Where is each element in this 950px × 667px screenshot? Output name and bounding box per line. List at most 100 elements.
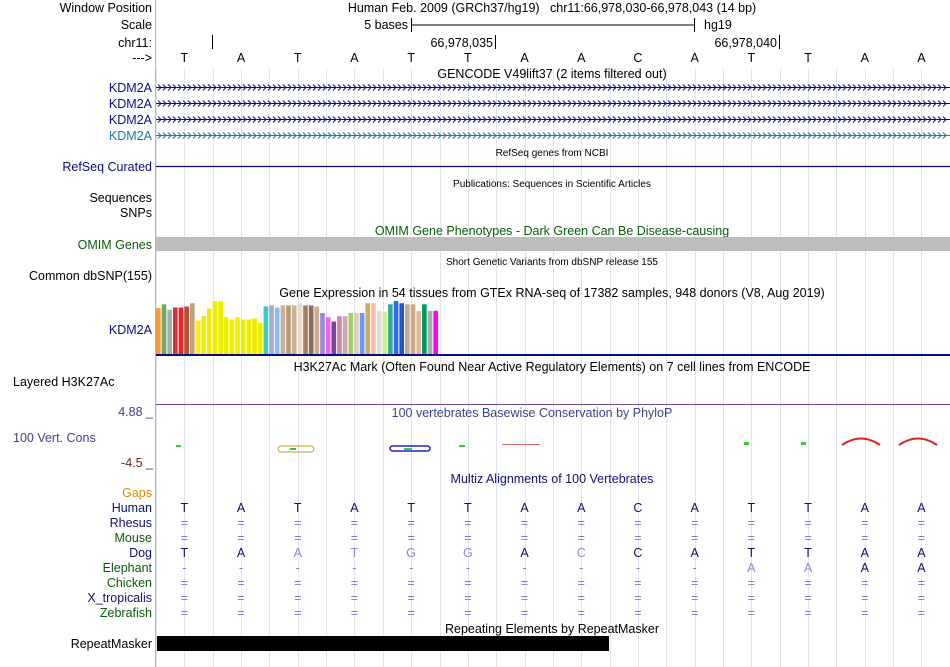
base-letter: T — [294, 51, 302, 65]
gtex-tissue-bar[interactable] — [325, 317, 331, 354]
gtex-tissue-bar[interactable] — [178, 307, 184, 354]
snps-label[interactable]: SNPs — [120, 206, 152, 220]
gencode-transcript-label[interactable]: KDM2A — [109, 97, 153, 111]
alignment-base: = — [294, 576, 301, 590]
species-label[interactable]: Zebrafish — [100, 606, 152, 620]
alignment-base: = — [237, 606, 244, 620]
gtex-tissue-bar[interactable] — [308, 305, 314, 354]
repeat-element-bar[interactable] — [157, 636, 609, 651]
conservation-plot[interactable] — [176, 437, 938, 453]
gtex-tissue-bar[interactable] — [161, 304, 167, 354]
gtex-tissue-bar[interactable] — [189, 303, 195, 354]
alignment-base: = — [181, 591, 188, 605]
gaps-label[interactable]: Gaps — [122, 486, 152, 500]
alignment-base: = — [294, 531, 301, 545]
gtex-tissue-bar[interactable] — [269, 305, 274, 354]
alignment-base: - — [579, 561, 583, 575]
gtex-tissue-bar[interactable] — [393, 301, 399, 354]
gtex-track-label[interactable]: KDM2A — [109, 323, 153, 337]
repeatmasker-track-label[interactable]: RepeatMasker — [71, 637, 152, 651]
species-label[interactable]: Elephant — [103, 561, 153, 575]
gtex-tissue-bar[interactable] — [422, 304, 427, 354]
conservation-track-label[interactable]: 100 Vert. Cons — [13, 431, 96, 445]
gtex-tissue-bar[interactable] — [240, 319, 246, 354]
omim-gene-bar[interactable] — [156, 237, 950, 251]
gtex-tissue-bar[interactable] — [331, 321, 337, 354]
gtex-tissue-bar[interactable] — [206, 308, 212, 354]
h3k27ac-track-label[interactable]: Layered H3K27Ac — [13, 375, 114, 389]
species-label[interactable]: Mouse — [114, 531, 152, 545]
gtex-tissue-bar[interactable] — [382, 311, 388, 354]
gtex-tissue-bar[interactable] — [246, 319, 252, 354]
gencode-transcript-line[interactable] — [156, 84, 950, 91]
gtex-tissue-bar[interactable] — [365, 303, 371, 354]
gtex-tissue-bar[interactable] — [218, 301, 223, 354]
gtex-tissue-bar[interactable] — [212, 301, 218, 354]
gtex-tissue-bar[interactable] — [405, 304, 410, 354]
species-label[interactable]: Human — [112, 501, 152, 515]
gtex-tissue-bar[interactable] — [167, 309, 172, 354]
gtex-tissue-bar[interactable] — [291, 305, 297, 354]
gtex-tissue-bar[interactable] — [257, 322, 263, 354]
alignment-base: = — [407, 606, 414, 620]
base-letter: A — [861, 51, 870, 65]
gtex-tissue-bar[interactable] — [286, 305, 291, 354]
gencode-transcript-label[interactable]: KDM2A — [109, 113, 153, 127]
gtex-tissue-bar[interactable] — [172, 307, 178, 354]
gtex-tissue-bar[interactable] — [416, 310, 422, 354]
window-position-value: Human Feb. 2009 (GRCh37/hg19) chr11:66,9… — [348, 1, 756, 15]
gtex-tissue-bar[interactable] — [156, 308, 161, 354]
species-label[interactable]: X_tropicalis — [87, 591, 152, 605]
gtex-tissue-bar[interactable] — [314, 306, 320, 354]
alignment-base: = — [351, 516, 358, 530]
omim-track-label[interactable]: OMIM Genes — [78, 238, 152, 252]
gtex-tissue-bar[interactable] — [223, 317, 229, 354]
gtex-tissue-bar[interactable] — [235, 317, 240, 354]
refseq-track-label[interactable]: RefSeq Curated — [62, 160, 152, 174]
sequences-label[interactable]: Sequences — [89, 191, 152, 205]
species-label[interactable]: Chicken — [107, 576, 152, 590]
alignment-base: = — [804, 576, 811, 590]
gencode-transcript-line[interactable] — [156, 132, 950, 139]
gencode-transcript-line[interactable] — [156, 100, 950, 107]
gtex-tissue-bar[interactable] — [410, 304, 416, 354]
gtex-tissue-bar[interactable] — [280, 305, 286, 354]
gtex-tissue-bar[interactable] — [263, 306, 269, 354]
gencode-track[interactable]: KDM2A KDM2A KDM2A KDM2A — [109, 81, 950, 143]
strand-arrows — [157, 100, 947, 107]
gtex-tissue-bar[interactable] — [303, 305, 308, 354]
gtex-tissue-bar[interactable] — [297, 303, 303, 354]
alignment-base: = — [181, 606, 188, 620]
alignment-base: = — [407, 576, 414, 590]
gtex-tissue-bar[interactable] — [195, 320, 201, 354]
gtex-tissue-bar[interactable] — [433, 310, 438, 354]
gtex-tissue-bar[interactable] — [229, 319, 235, 354]
gtex-tissue-bar[interactable] — [427, 310, 433, 354]
gtex-tissue-bar[interactable] — [388, 304, 393, 354]
gtex-tissue-bar[interactable] — [354, 312, 359, 354]
gtex-tissue-bar[interactable] — [337, 316, 342, 354]
alignment-base: A — [237, 546, 246, 560]
gtex-tissue-bar[interactable] — [274, 307, 280, 354]
gencode-transcript-label[interactable]: KDM2A — [109, 129, 153, 143]
gtex-tissue-bar[interactable] — [252, 318, 257, 354]
gtex-tissue-bar[interactable] — [399, 303, 405, 354]
gtex-tissue-bar[interactable] — [201, 316, 206, 354]
gtex-tissue-bar[interactable] — [348, 312, 354, 354]
gtex-tissue-bar[interactable] — [184, 306, 189, 354]
gencode-transcript-label[interactable]: KDM2A — [109, 81, 153, 95]
gtex-tissue-bar[interactable] — [376, 310, 382, 354]
alignment-base: C — [577, 546, 586, 560]
gencode-transcript-line[interactable] — [156, 116, 950, 123]
species-label[interactable]: Rhesus — [110, 516, 152, 530]
gtex-expression-chart[interactable] — [156, 301, 438, 354]
gtex-tissue-bar[interactable] — [342, 316, 348, 354]
gtex-tissue-bar[interactable] — [371, 303, 376, 354]
gtex-tissue-bar[interactable] — [320, 312, 325, 354]
species-label[interactable]: Dog — [129, 546, 152, 560]
gtex-tissue-bar[interactable] — [359, 312, 365, 354]
dbsnp-track-label[interactable]: Common dbSNP(155) — [29, 269, 152, 283]
